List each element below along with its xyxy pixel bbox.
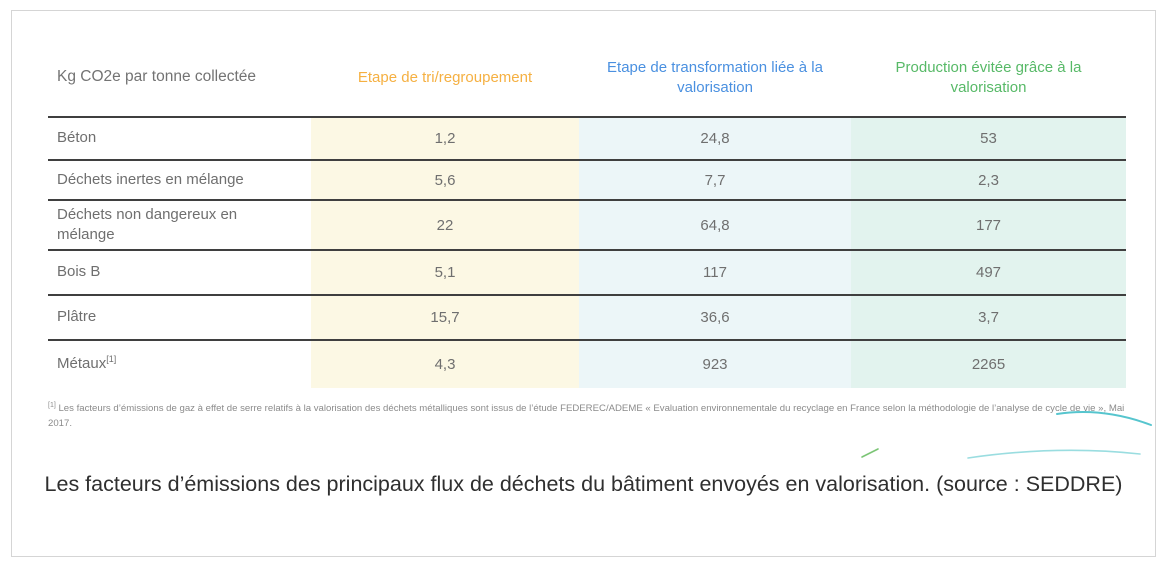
- row-label: Déchets non dangereux en mélange: [48, 205, 311, 246]
- cell-transformation: 64,8: [579, 201, 851, 249]
- table-row: Métaux[1] 4,3 923 2265: [48, 339, 1126, 388]
- column-header-transformation: Etape de transformation liée à la valori…: [607, 58, 823, 96]
- row-label: Béton: [48, 128, 311, 148]
- cell-tri: 15,7: [311, 296, 579, 339]
- row-label: Bois B: [48, 262, 311, 282]
- footnote-marker: [1]: [48, 402, 56, 409]
- row-label-text: Plâtre: [57, 308, 97, 326]
- cell-tri: 22: [311, 201, 579, 249]
- table-rows: Béton 1,2 24,8 53 Déchets inertes en mél…: [48, 116, 1126, 388]
- table-row: Bois B 5,1 117 497: [48, 249, 1126, 294]
- column-header-production: Production évitée grâce à la valorisatio…: [895, 58, 1082, 96]
- cell-transformation: 923: [579, 341, 851, 388]
- table-header-row: Kg CO2e par tonne collectée Etape de tri…: [48, 39, 1126, 116]
- table-row: Déchets non dangereux en mélange 22 64,8…: [48, 199, 1126, 249]
- table-row: Déchets inertes en mélange 5,6 7,7 2,3: [48, 159, 1126, 199]
- row-label: Métaux[1]: [48, 354, 311, 374]
- row-label: Déchets inertes en mélange: [48, 170, 311, 190]
- footnote-text: Les facteurs d’émissions de gaz à effet …: [48, 403, 1125, 430]
- cell-production: 177: [851, 201, 1126, 249]
- table-row: Béton 1,2 24,8 53: [48, 116, 1126, 159]
- row-label-text: Déchets non dangereux en mélange: [57, 205, 238, 243]
- row-label: Plâtre: [48, 307, 311, 327]
- row-label-sup: [1]: [106, 354, 117, 365]
- footnote: [1] Les facteurs d’émissions de gaz à ef…: [48, 401, 1128, 432]
- column-header-unit: Kg CO2e par tonne collectée: [57, 68, 257, 86]
- cell-tri: 5,6: [311, 161, 579, 199]
- row-label-text: Déchets inertes en mélange: [57, 170, 244, 188]
- content-card: Kg CO2e par tonne collectée Etape de tri…: [11, 10, 1156, 557]
- cell-transformation: 117: [579, 251, 851, 294]
- cell-production: 497: [851, 251, 1126, 294]
- cell-transformation: 24,8: [579, 118, 851, 159]
- row-label-text: Métaux: [57, 355, 107, 373]
- cell-tri: 1,2: [311, 118, 579, 159]
- figure-caption: Les facteurs d’émissions des principaux …: [44, 472, 1123, 496]
- cell-production: 2265: [851, 341, 1126, 388]
- table-row: Plâtre 15,7 36,6 3,7: [48, 294, 1126, 339]
- emissions-table: Kg CO2e par tonne collectée Etape de tri…: [48, 39, 1126, 388]
- cell-production: 2,3: [851, 161, 1126, 199]
- cell-production: 53: [851, 118, 1126, 159]
- column-header-tri: Etape de tri/regroupement: [357, 68, 533, 86]
- cell-transformation: 7,7: [579, 161, 851, 199]
- row-label-text: Béton: [57, 129, 97, 147]
- cell-production: 3,7: [851, 296, 1126, 339]
- cell-transformation: 36,6: [579, 296, 851, 339]
- cell-tri: 5,1: [311, 251, 579, 294]
- cell-tri: 4,3: [311, 341, 579, 388]
- row-label-text: Bois B: [57, 263, 101, 281]
